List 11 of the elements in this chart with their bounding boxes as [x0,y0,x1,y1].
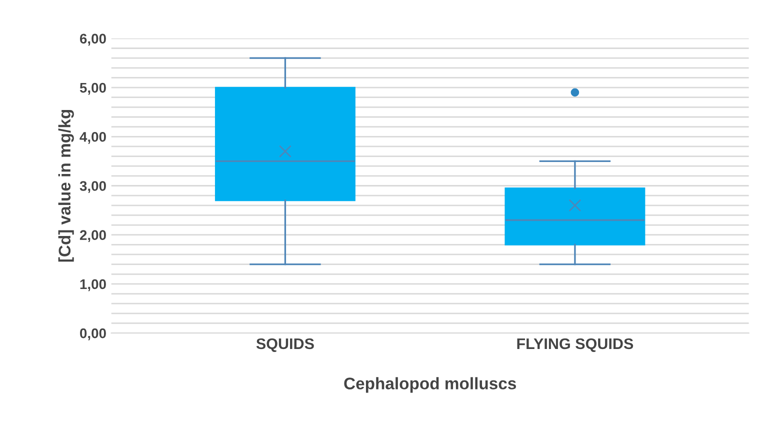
y-tick-label: 3,00 [80,181,106,193]
x-tick-label: FLYING SQUIDS [517,338,634,352]
y-tick-label: 1,00 [80,279,106,292]
y-axis-title: [Cd] value in mg/kg [58,110,74,262]
x-axis-title: Cephalopod molluscs [344,377,516,393]
y-tick-label: 4,00 [80,132,106,144]
y-tick-label: 0,00 [80,328,106,340]
y-tick-label: 5,00 [80,82,106,95]
x-tick-label: SQUIDS [256,338,314,352]
y-tick-label: 2,00 [80,230,106,242]
y-tick-label: 6,00 [80,34,106,46]
